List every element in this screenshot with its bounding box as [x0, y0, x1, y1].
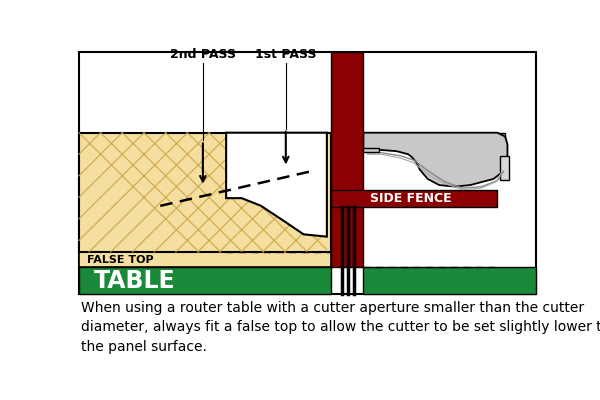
Bar [364, 268, 536, 294]
Bar [364, 133, 505, 148]
Bar [364, 148, 379, 152]
Bar [79, 52, 536, 294]
Text: When using a router table with a cutter aperture smaller than the cutter
diamete: When using a router table with a cutter … [81, 300, 600, 354]
Polygon shape [364, 133, 508, 186]
Text: 2nd PASS: 2nd PASS [170, 48, 236, 61]
Polygon shape [226, 133, 327, 237]
Bar [79, 252, 331, 268]
Text: 1st PASS: 1st PASS [255, 48, 317, 61]
Text: SIDE FENCE: SIDE FENCE [370, 192, 451, 205]
Text: TABLE: TABLE [94, 269, 176, 293]
Bar [79, 133, 331, 252]
Bar [79, 268, 331, 294]
Text: FALSE TOP: FALSE TOP [86, 255, 153, 265]
Bar [331, 190, 497, 207]
Bar [500, 156, 509, 180]
Bar [331, 52, 364, 268]
